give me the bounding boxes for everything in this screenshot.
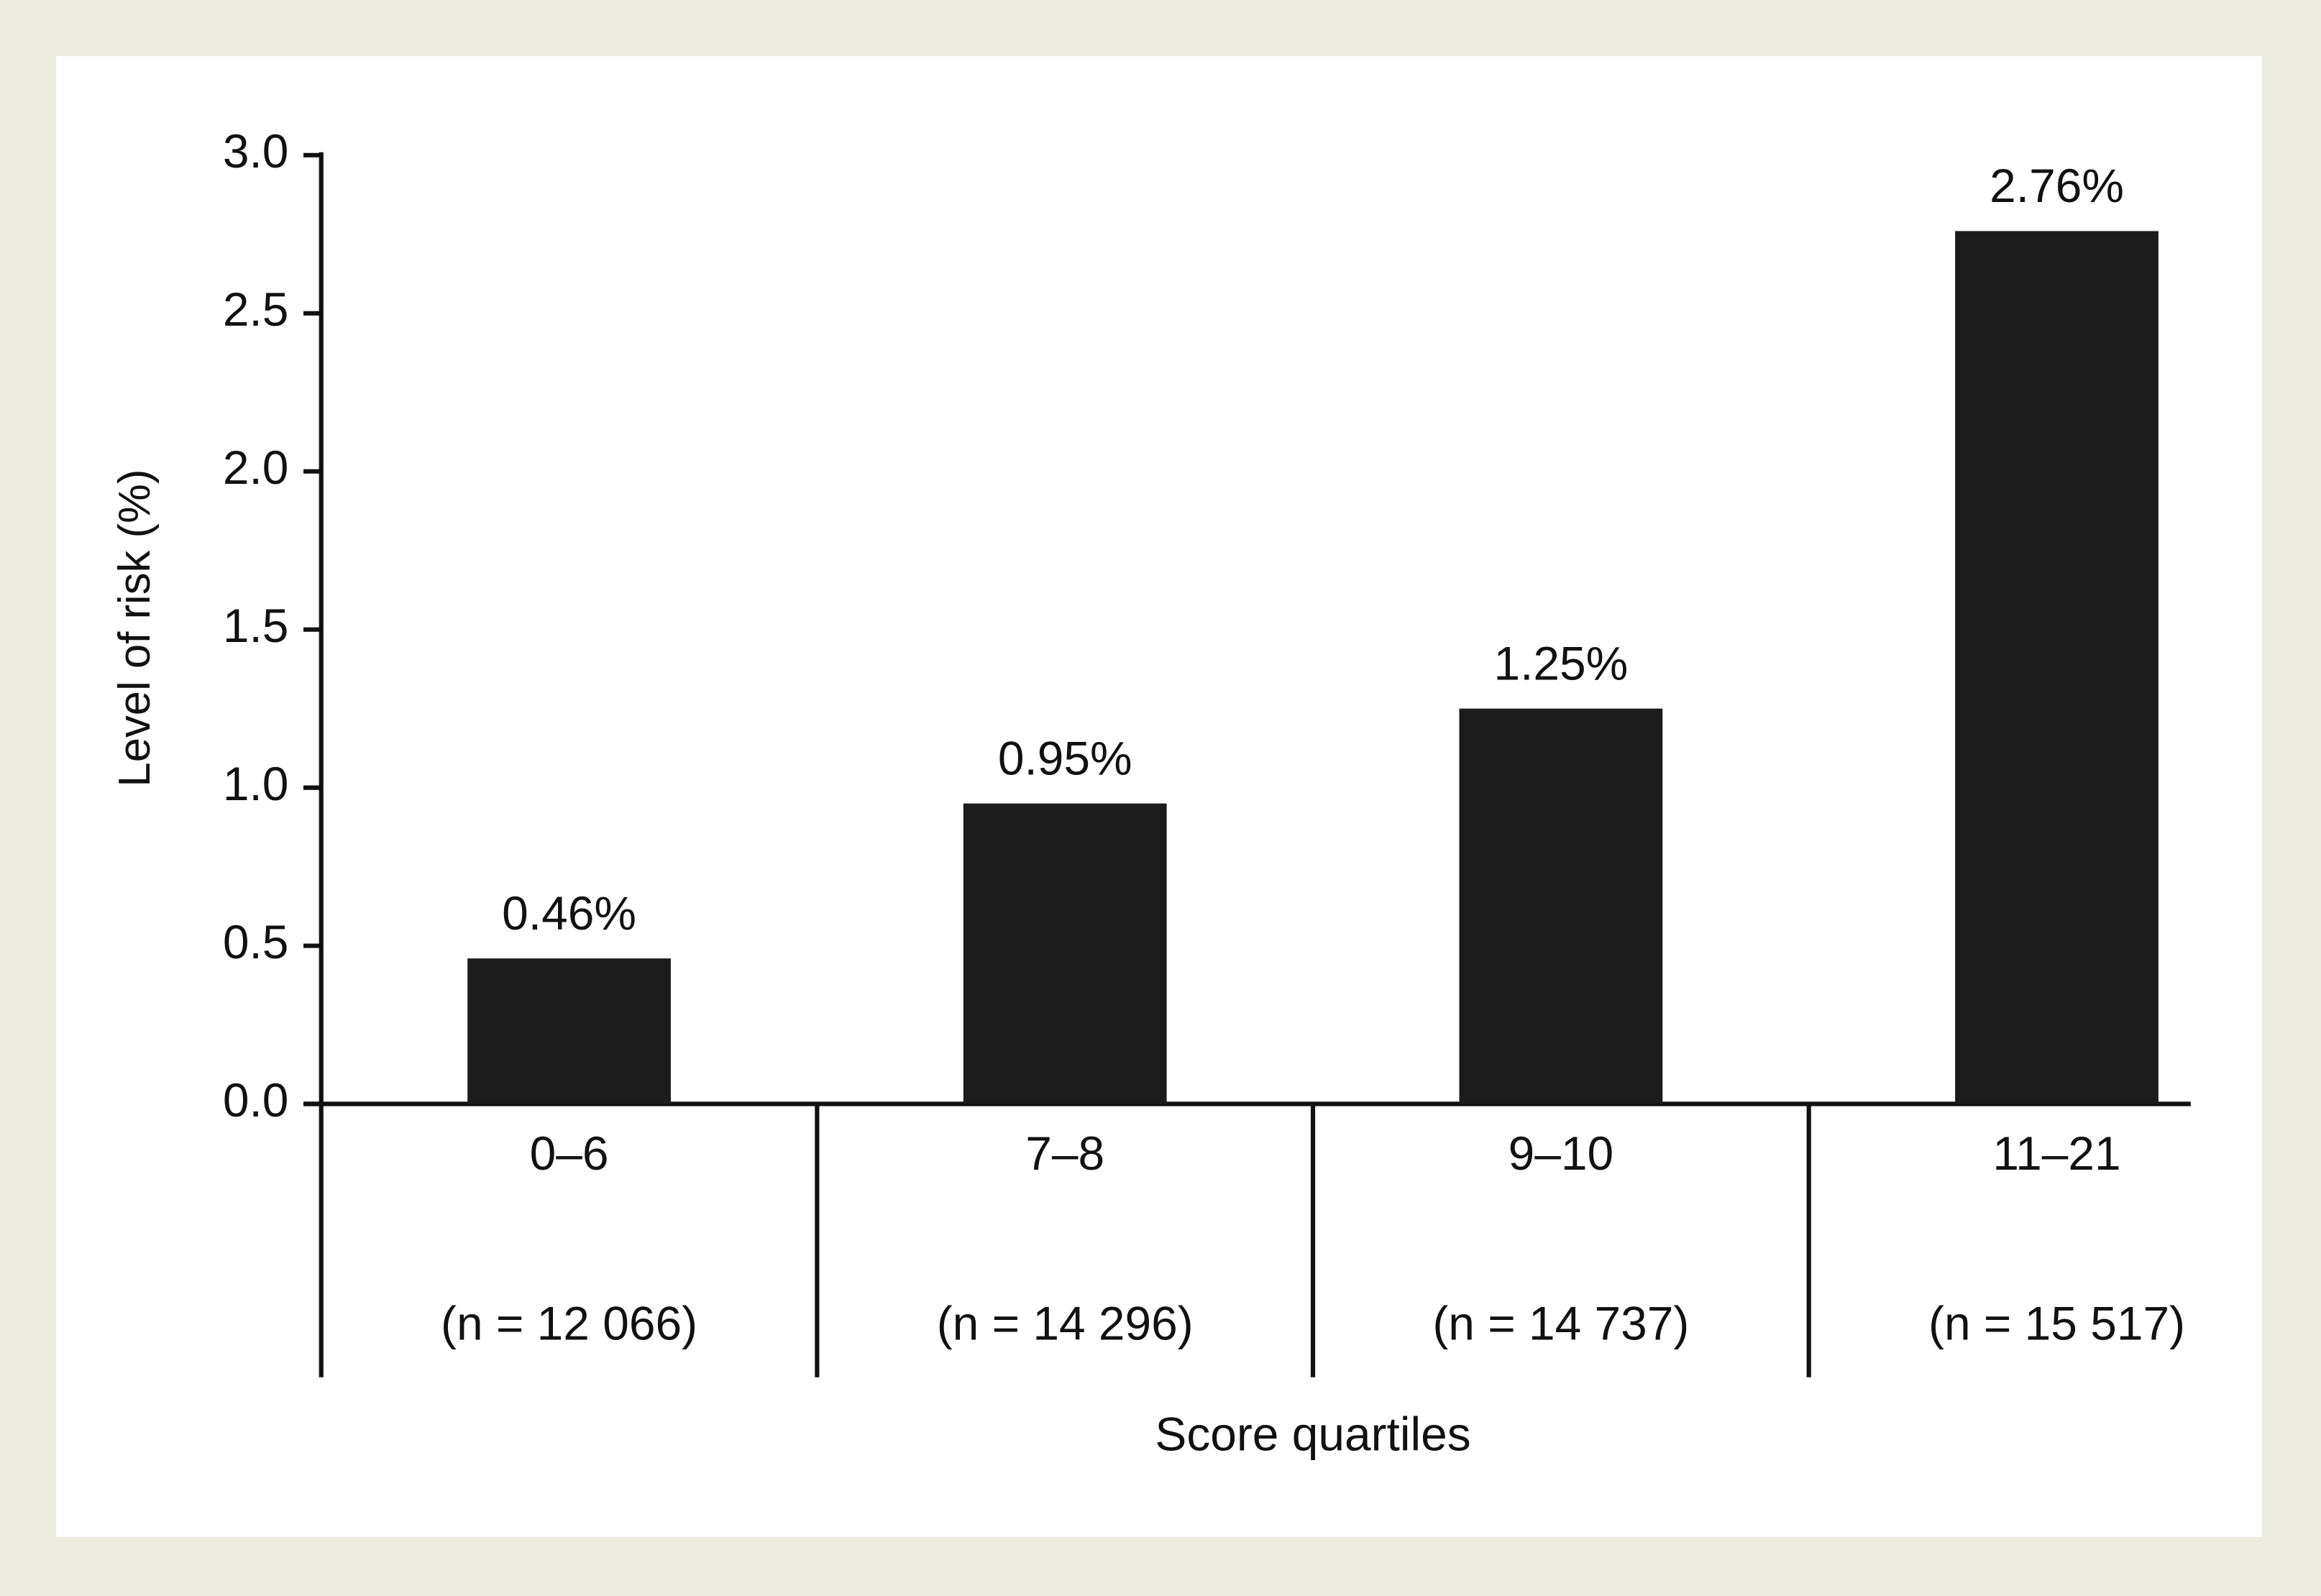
category-count: (n = 15 517) xyxy=(1928,1296,2185,1349)
y-tick-label: 1.0 xyxy=(223,757,289,810)
y-tick-label: 0.5 xyxy=(223,915,289,968)
value-label: 0.46% xyxy=(502,886,636,940)
bar xyxy=(1459,708,1663,1104)
category-count: (n = 14 737) xyxy=(1432,1296,1689,1349)
bar xyxy=(1955,231,2159,1104)
value-label: 1.25% xyxy=(1493,637,1628,690)
x-tick-label: 0–6 xyxy=(530,1127,609,1180)
x-tick-label: 9–10 xyxy=(1509,1127,1614,1180)
bar xyxy=(467,958,671,1104)
y-tick-label: 1.5 xyxy=(223,599,289,652)
category-count: (n = 12 066) xyxy=(441,1296,697,1349)
y-axis-title: Level of risk (%) xyxy=(110,469,160,787)
x-axis-title: Score quartiles xyxy=(1155,1407,1470,1460)
category-count: (n = 14 296) xyxy=(937,1296,1194,1349)
y-tick-label: 0.0 xyxy=(223,1073,289,1127)
x-tick-label: 7–8 xyxy=(1025,1127,1104,1180)
x-tick-label: 11–21 xyxy=(1992,1127,2120,1180)
y-tick-label: 3.0 xyxy=(223,124,289,178)
value-label: 0.95% xyxy=(998,731,1132,784)
y-tick-label: 2.0 xyxy=(223,441,289,494)
y-tick-label: 2.5 xyxy=(223,283,289,336)
value-label: 2.76% xyxy=(1990,159,2124,212)
bar xyxy=(963,803,1167,1104)
panel xyxy=(56,56,2262,1537)
